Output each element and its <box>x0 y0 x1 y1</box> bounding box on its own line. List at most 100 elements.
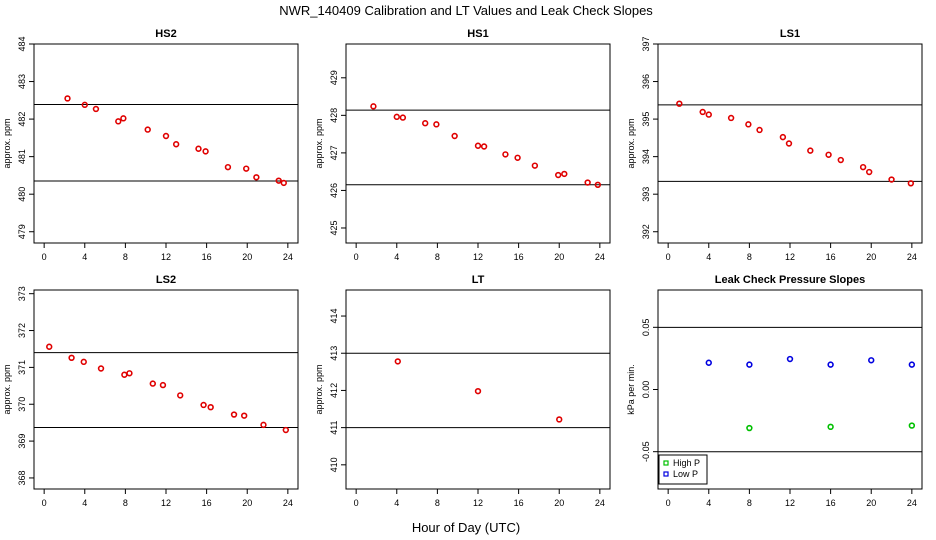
y-tick-label: 479 <box>17 224 27 239</box>
y-axis-label: approx. ppm <box>2 364 12 414</box>
y-tick-label: 411 <box>329 420 339 434</box>
y-tick-label: 394 <box>641 149 651 164</box>
data-point <box>837 156 844 164</box>
x-tick-label: 20 <box>866 252 876 262</box>
data-point <box>888 176 895 183</box>
x-tick-label: 8 <box>435 498 440 508</box>
data-point <box>162 132 170 140</box>
data-point <box>433 121 440 128</box>
y-axis-label: approx. ppm <box>314 118 324 168</box>
data-point <box>144 126 151 133</box>
y-axis-label: kPa per min. <box>626 364 636 415</box>
x-axis-label: Hour of Day (UTC) <box>412 520 520 535</box>
y-tick-label: 484 <box>17 36 27 51</box>
data-point <box>126 370 133 377</box>
y-tick-label: 369 <box>17 434 27 449</box>
y-axis-label: approx. ppm <box>2 118 12 168</box>
data-point <box>699 108 706 116</box>
legend-label: Low P <box>673 469 698 479</box>
panel-1: HS1 0 4 8 12 16 20 24 425 426 427 428 429 approx. ppm <box>314 28 611 262</box>
data-point <box>868 357 875 364</box>
data-point <box>474 387 482 395</box>
data-point <box>207 403 214 411</box>
x-tick-label: 20 <box>866 498 876 508</box>
data-point <box>908 361 916 368</box>
data-point <box>865 168 873 176</box>
x-tick-label: 16 <box>826 252 836 262</box>
data-point <box>253 174 260 181</box>
data-point <box>80 358 87 366</box>
data-point <box>827 361 834 368</box>
x-tick-label: 12 <box>785 498 795 508</box>
data-point <box>393 113 400 121</box>
data-point <box>394 358 401 365</box>
data-point <box>260 421 267 429</box>
x-tick-label: 20 <box>554 252 564 262</box>
data-point <box>81 101 88 109</box>
x-tick-label: 24 <box>595 252 605 262</box>
x-tick-label: 24 <box>595 498 605 508</box>
x-tick-label: 16 <box>514 498 524 508</box>
y-tick-label: 370 <box>17 397 27 412</box>
data-point <box>399 114 407 121</box>
data-point <box>159 381 167 389</box>
x-tick-label: 4 <box>706 252 711 262</box>
data-point <box>502 151 509 158</box>
data-point <box>514 154 521 161</box>
x-tick-label: 16 <box>202 498 212 508</box>
x-tick-label: 4 <box>82 252 87 262</box>
panel-title: HS2 <box>155 28 176 40</box>
y-tick-label: 392 <box>641 224 651 239</box>
y-tick-label: 482 <box>17 112 27 127</box>
data-point <box>555 171 562 179</box>
y-tick-label: 414 <box>329 309 339 324</box>
data-point <box>240 412 248 419</box>
y-tick-label: 372 <box>17 323 27 338</box>
data-point <box>97 365 105 372</box>
y-tick-label: 0.05 <box>641 319 651 337</box>
panel-title: HS1 <box>467 28 488 40</box>
data-point <box>46 343 53 350</box>
data-point <box>807 147 814 154</box>
data-point <box>779 133 787 141</box>
y-tick-label: 412 <box>329 383 339 398</box>
y-tick-label: 397 <box>641 36 651 51</box>
y-tick-label: 0.00 <box>641 381 651 399</box>
x-tick-label: 12 <box>161 498 171 508</box>
data-point <box>64 95 71 102</box>
panel-title: LT <box>472 274 485 286</box>
x-tick-label: 0 <box>666 252 671 262</box>
x-tick-label: 16 <box>514 252 524 262</box>
data-point <box>746 361 753 368</box>
legend-swatch <box>663 471 669 477</box>
panel-title: LS1 <box>780 28 800 40</box>
x-tick-label: 16 <box>826 498 836 508</box>
panel-4: LT 0 4 8 12 16 20 24 410 411 412 413 414 approx. ppm <box>314 274 611 508</box>
y-tick-label: 396 <box>641 74 651 89</box>
figure-title: NWR_140409 Calibration and LT Values and… <box>279 3 653 18</box>
data-point <box>756 126 763 134</box>
x-tick-label: 4 <box>394 498 399 508</box>
plot-frame <box>33 289 299 490</box>
data-point <box>480 143 488 150</box>
data-point <box>561 170 568 178</box>
data-point <box>908 422 916 429</box>
x-tick-label: 0 <box>666 498 671 508</box>
x-tick-label: 12 <box>473 498 483 508</box>
y-tick-label: 373 <box>17 286 27 301</box>
y-tick-label: 427 <box>329 145 339 160</box>
y-tick-label: 483 <box>17 74 27 89</box>
x-tick-label: 12 <box>785 252 795 262</box>
y-tick-label: 368 <box>17 470 27 485</box>
data-point <box>594 181 602 189</box>
x-tick-label: 8 <box>747 252 752 262</box>
x-tick-label: 16 <box>202 252 212 262</box>
legend-label: High P <box>673 458 700 468</box>
panel-0: HS2 0 4 8 12 16 20 24 479 480 481 482 483 484 approx. … <box>2 28 299 262</box>
y-tick-label: 428 <box>329 108 339 123</box>
x-tick-label: 4 <box>706 498 711 508</box>
data-point <box>370 103 377 110</box>
data-point <box>451 132 458 140</box>
